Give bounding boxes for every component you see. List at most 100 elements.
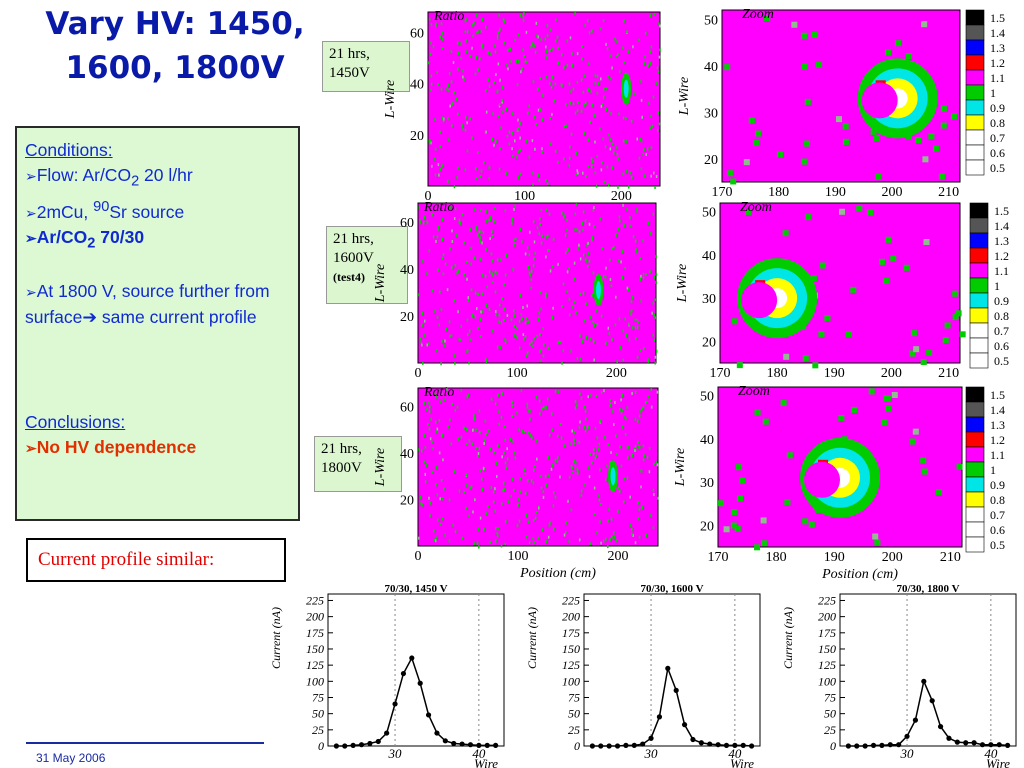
noise-pixel: [648, 446, 651, 450]
noise-pixel: [608, 133, 610, 137]
noise-pixel: [457, 41, 459, 45]
colorbar-label: 1.5: [994, 204, 1009, 218]
noise-pixel: [617, 227, 620, 231]
noise-pixel: [611, 535, 613, 539]
data-point: [623, 742, 629, 748]
noise-pixel: [935, 489, 942, 496]
noise-pixel: [628, 338, 631, 342]
noise-pixel: [539, 350, 541, 354]
noise-pixel: [607, 519, 609, 523]
noise-pixel: [517, 118, 519, 122]
noise-pixel: [479, 235, 481, 239]
noise-pixel: [622, 116, 625, 120]
noise-pixel: [432, 235, 435, 239]
colorbar-cell: [965, 491, 985, 508]
noise-pixel: [430, 74, 433, 78]
noise-pixel: [581, 340, 584, 344]
noise-pixel: [479, 431, 481, 435]
noise-pixel: [730, 178, 737, 185]
y-tick-label: 20: [700, 519, 714, 534]
noise-pixel: [559, 475, 561, 479]
noise-pixel: [455, 97, 458, 101]
noise-pixel: [905, 53, 912, 60]
noise-pixel: [646, 400, 648, 404]
noise-pixel: [557, 46, 559, 50]
noise-pixel: [468, 361, 470, 365]
noise-pixel: [650, 174, 652, 178]
noise-pixel: [453, 185, 456, 189]
noise-pixel: [594, 74, 597, 78]
noise-pixel: [532, 537, 534, 541]
colorbar-cell: [969, 337, 989, 354]
conditions-box: Conditions: ➢Flow: Ar/CO2 20 l/hr ➢2mCu,…: [15, 126, 300, 521]
colorbar-cell: [965, 446, 985, 463]
x-tick-label: 200: [881, 366, 902, 381]
noise-pixel: [454, 408, 457, 412]
noise-pixel: [541, 407, 544, 411]
noise-pixel: [420, 449, 423, 453]
noise-pixel: [600, 168, 603, 172]
noise-pixel: [456, 271, 458, 275]
noise-pixel: [525, 321, 527, 325]
noise-pixel: [533, 518, 535, 522]
noise-pixel: [606, 47, 609, 51]
noise-pixel: [652, 488, 655, 492]
data-point: [971, 740, 977, 746]
data-point: [375, 738, 381, 745]
noise-pixel: [600, 541, 602, 545]
noise-pixel: [637, 326, 639, 330]
y-tick-label: 30: [704, 106, 718, 121]
noise-pixel: [526, 402, 529, 406]
noise-pixel: [638, 445, 640, 449]
noise-pixel: [609, 258, 611, 262]
noise-pixel: [485, 110, 488, 114]
y-tick-label: 75: [312, 690, 324, 704]
noise-pixel: [547, 346, 550, 350]
noise-pixel: [616, 452, 618, 456]
noise-pixel: [431, 213, 434, 217]
noise-pixel: [541, 150, 543, 154]
noise-pixel: [464, 30, 467, 34]
noise-pixel: [557, 390, 560, 394]
noise-pixel: [495, 474, 498, 478]
noise-pixel: [842, 123, 849, 130]
noise-pixel: [536, 334, 538, 338]
noise-pixel: [594, 114, 596, 118]
noise-pixel: [450, 80, 453, 84]
noise-pixel: [653, 12, 656, 16]
noise-pixel: [636, 207, 638, 211]
noise-pixel: [458, 489, 461, 493]
noise-pixel: [444, 398, 446, 402]
noise-pixel: [655, 174, 658, 178]
noise-pixel: [431, 470, 434, 474]
noise-pixel: [572, 102, 575, 106]
noise-pixel: [429, 437, 432, 441]
noise-pixel: [582, 90, 585, 94]
line-frame: [839, 593, 1017, 747]
noise-pixel: [600, 502, 602, 506]
noise-pixel: [572, 87, 575, 91]
noise-pixel: [777, 151, 784, 158]
noise-pixel: [594, 171, 597, 175]
noise-pixel: [448, 498, 451, 502]
noise-pixel: [505, 253, 508, 257]
noise-pixel: [437, 268, 439, 272]
noise-pixel: [489, 237, 491, 241]
heatmap-title: Ratio: [423, 385, 454, 400]
noise-pixel: [734, 525, 741, 532]
noise-pixel: [433, 529, 435, 533]
colorbar-cell: [969, 277, 989, 294]
noise-pixel: [591, 236, 594, 240]
noise-pixel: [426, 272, 428, 276]
page-title: Vary HV: 1450, 1600, 1800V: [45, 6, 305, 86]
heatmap-title: Zoom: [740, 200, 772, 215]
noise-pixel: [653, 462, 655, 466]
y-tick-label: 50: [824, 707, 836, 721]
noise-pixel: [630, 310, 632, 314]
noise-pixel: [542, 490, 545, 494]
noise-pixel: [509, 438, 512, 442]
noise-pixel: [463, 78, 465, 82]
noise-pixel: [546, 50, 548, 54]
x-axis-label: Position (cm): [519, 566, 596, 581]
noise-pixel: [547, 535, 550, 539]
